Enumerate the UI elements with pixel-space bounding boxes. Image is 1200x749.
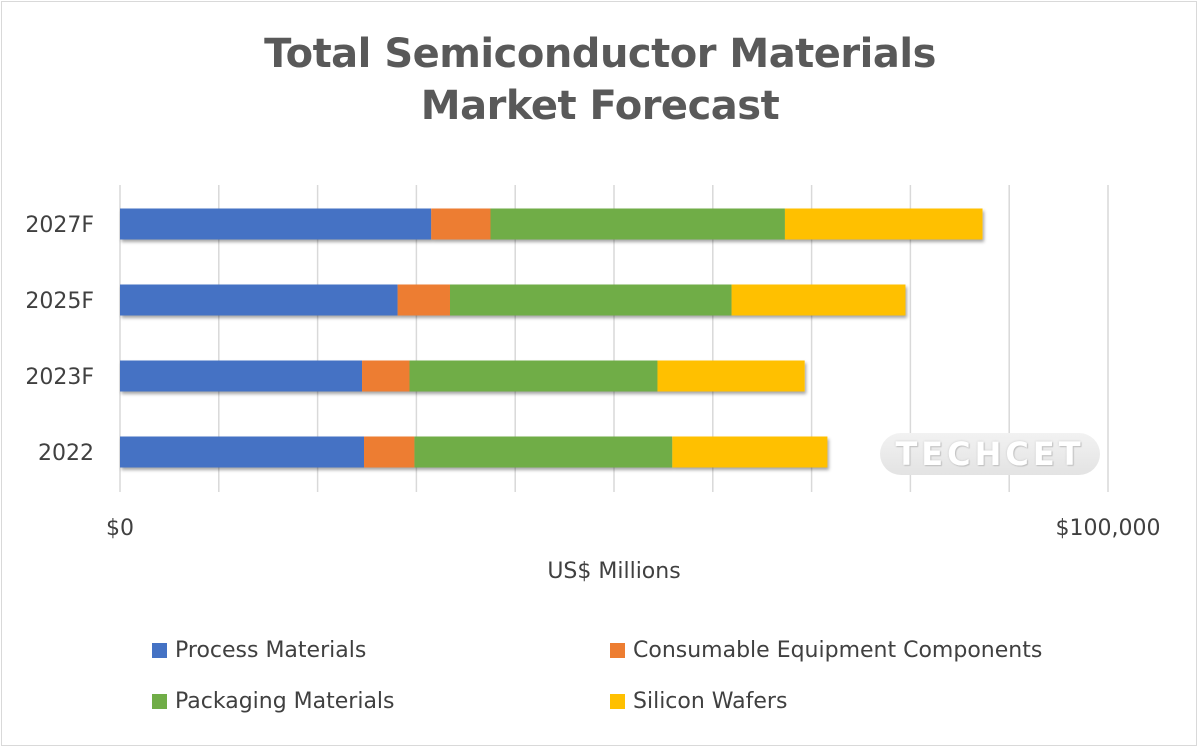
bar-2025f-consumable-equipment-components <box>397 284 450 316</box>
bar-2022-packaging-materials <box>414 436 673 468</box>
chart-title-line-2: Market Forecast <box>420 83 780 129</box>
bar-2022-process-materials <box>120 436 365 468</box>
x-tick-label: $0 <box>106 516 134 541</box>
bar-group-2023f <box>120 360 805 392</box>
bar-group-2022 <box>120 436 828 468</box>
bar-2027f-silicon-wafers <box>784 208 983 240</box>
bar-2023f-process-materials <box>120 360 363 392</box>
bar-2022-silicon-wafers <box>672 436 828 468</box>
x-tick-label: $100,000 <box>1056 516 1161 541</box>
chart-title-line-1: Total Semiconductor Materials <box>264 31 936 77</box>
category-label: 2027F <box>25 213 94 238</box>
bar-2027f-process-materials <box>120 208 432 240</box>
x-axis-title: US$ Millions <box>547 559 680 584</box>
bar-2027f-consumable-equipment-components <box>431 208 491 240</box>
bar-2022-consumable-equipment-components <box>364 436 415 468</box>
bar-2023f-packaging-materials <box>409 360 658 392</box>
bar-2027f-packaging-materials <box>490 208 785 240</box>
techcet-watermark: TECHCET <box>880 433 1100 475</box>
bar-2023f-consumable-equipment-components <box>362 360 410 392</box>
bar-2025f-process-materials <box>120 284 398 316</box>
bar-group-2027f <box>120 208 983 240</box>
bar-group-2025f <box>120 284 906 316</box>
bar-2025f-packaging-materials <box>449 284 732 316</box>
category-label: 2025F <box>25 289 94 314</box>
bar-2023f-silicon-wafers <box>657 360 805 392</box>
chart-title: Total Semiconductor Materials Market For… <box>0 28 1200 132</box>
category-label: 2023F <box>25 365 94 390</box>
bar-2025f-silicon-wafers <box>731 284 906 316</box>
category-label: 2022 <box>38 441 94 466</box>
